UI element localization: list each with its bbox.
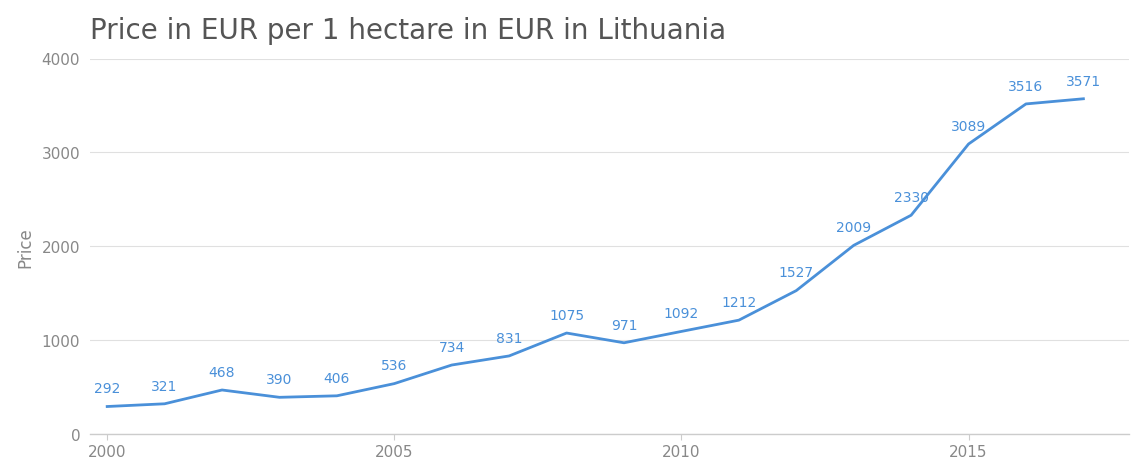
Text: 321: 321 — [151, 379, 178, 393]
Text: 2009: 2009 — [837, 221, 871, 235]
Text: 406: 406 — [323, 371, 350, 385]
Text: 734: 734 — [439, 340, 465, 354]
Text: Price in EUR per 1 hectare in EUR in Lithuania: Price in EUR per 1 hectare in EUR in Lit… — [89, 17, 727, 45]
Y-axis label: Price: Price — [17, 227, 34, 267]
Text: 831: 831 — [496, 331, 523, 345]
Text: 3516: 3516 — [1008, 79, 1044, 94]
Text: 468: 468 — [209, 365, 235, 379]
Text: 1075: 1075 — [549, 308, 584, 322]
Text: 971: 971 — [611, 318, 637, 332]
Text: 390: 390 — [266, 372, 292, 387]
Text: 1092: 1092 — [664, 307, 699, 321]
Text: 1212: 1212 — [721, 296, 756, 309]
Text: 536: 536 — [382, 359, 408, 373]
Text: 292: 292 — [94, 382, 120, 396]
Text: 3089: 3089 — [951, 119, 987, 134]
Text: 2330: 2330 — [894, 191, 928, 205]
Text: 3571: 3571 — [1066, 75, 1101, 89]
Text: 1527: 1527 — [779, 266, 814, 280]
